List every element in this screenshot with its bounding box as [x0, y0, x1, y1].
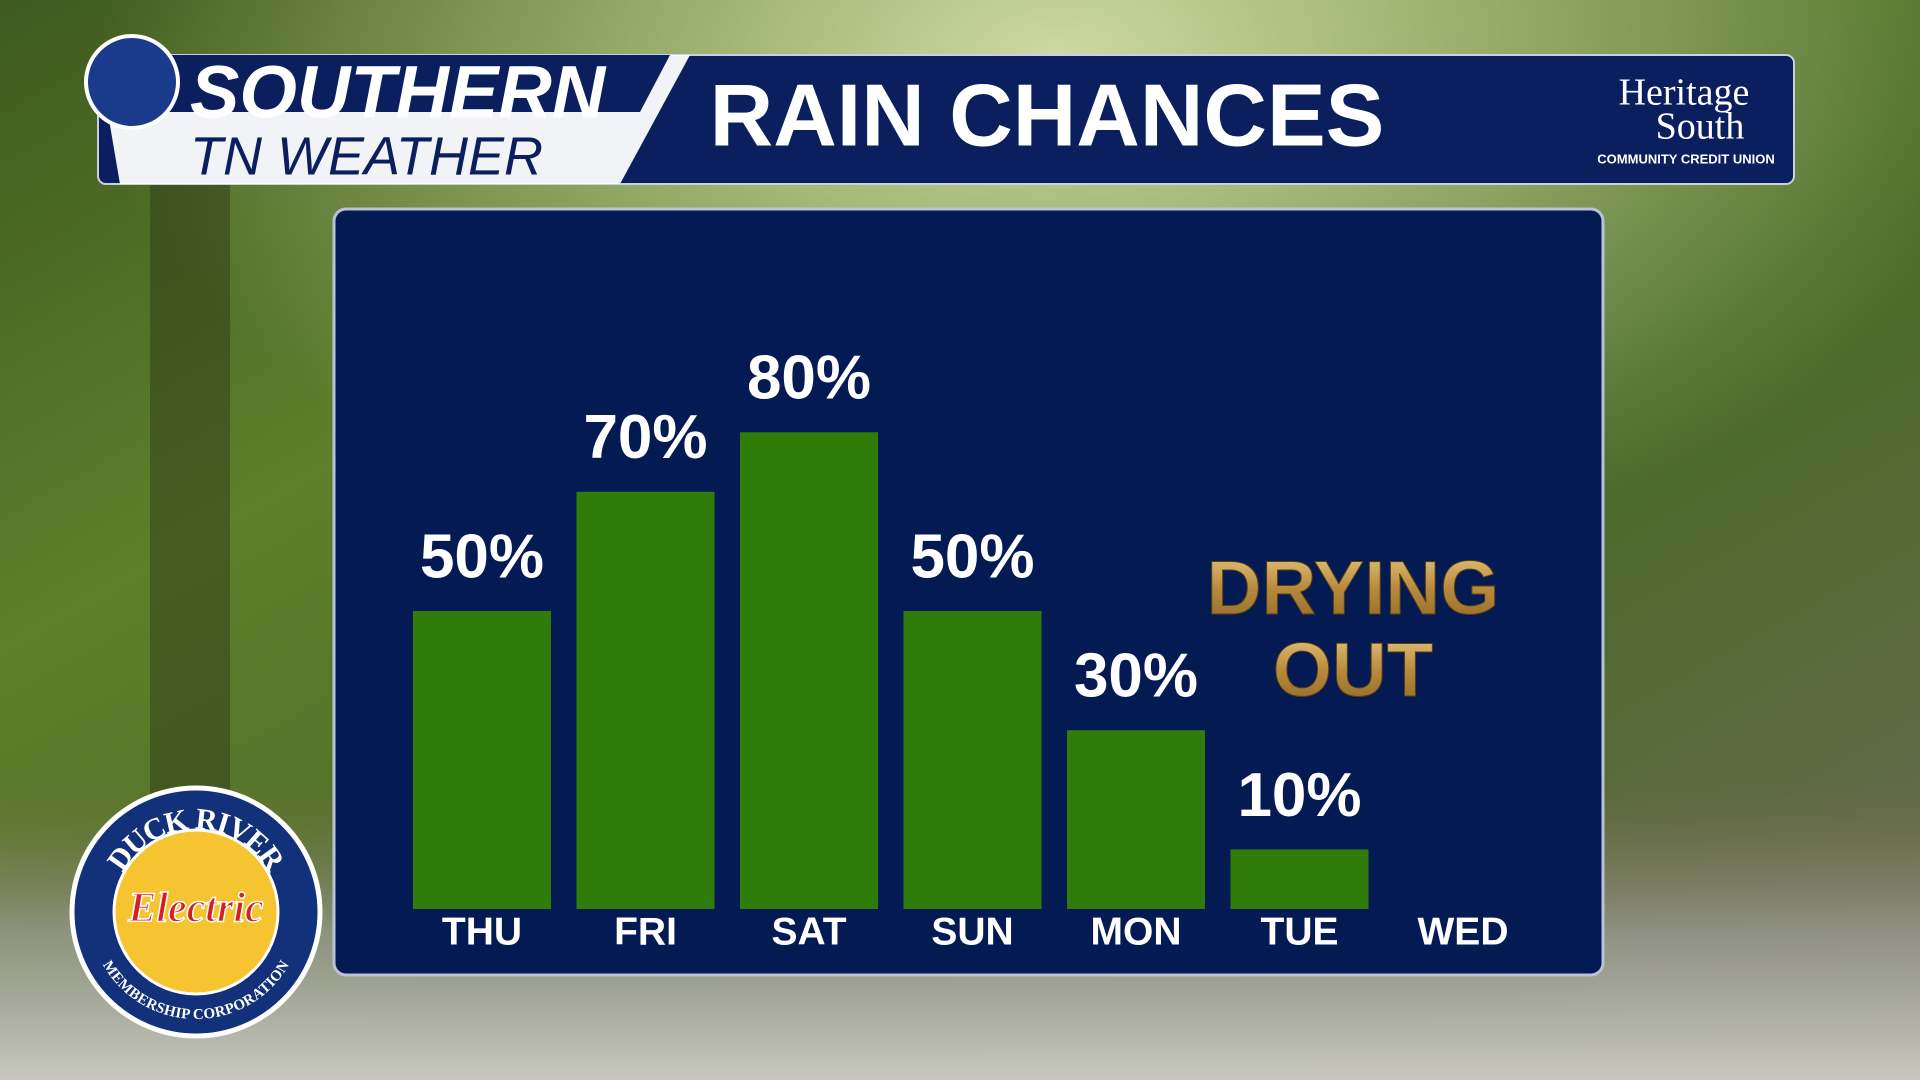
seal-center: Electric — [127, 886, 264, 932]
annotation: DRYING — [1207, 546, 1500, 631]
value-label: 80% — [747, 344, 871, 413]
x-tick-label: FRI — [614, 910, 677, 953]
value-label: 50% — [910, 522, 1034, 591]
bar — [1230, 849, 1369, 909]
value-label: 10% — [1237, 761, 1361, 830]
bar — [413, 611, 551, 909]
x-tick-label: SUN — [931, 910, 1013, 953]
bar — [1067, 730, 1205, 909]
x-tick-label: SAT — [771, 910, 846, 953]
bar — [740, 432, 878, 909]
sponsor-tagline: COMMUNITY CREDIT UNION — [1597, 151, 1774, 166]
plot: THU 50% FRI 70% SAT 80% SUN 50% MON 30% TUE 10% WED — [413, 344, 1509, 953]
x-tick-label: TUE — [1261, 910, 1339, 953]
show-subname: TN WEATHER — [190, 126, 543, 186]
bar — [903, 611, 1042, 909]
value-label: 30% — [1074, 642, 1198, 711]
logo-band — [98, 55, 670, 112]
value-label: 70% — [583, 403, 707, 472]
x-tick-label: MON — [1091, 910, 1182, 953]
annotation: OUT — [1273, 628, 1433, 713]
show-name: SOUTHERN — [190, 51, 607, 134]
background-trunk — [150, 100, 230, 900]
x-tick-label: WED — [1418, 910, 1509, 953]
chart-title: RAIN CHANCES — [710, 65, 1385, 164]
x-tick-label: THU — [442, 910, 522, 953]
sponsor-name: South — [1656, 106, 1745, 148]
seal-inner — [112, 828, 280, 996]
bar — [576, 491, 715, 909]
sponsor-name: Heritage — [1619, 72, 1750, 114]
value-label: 50% — [420, 522, 544, 591]
logo-stars — [84, 34, 180, 130]
